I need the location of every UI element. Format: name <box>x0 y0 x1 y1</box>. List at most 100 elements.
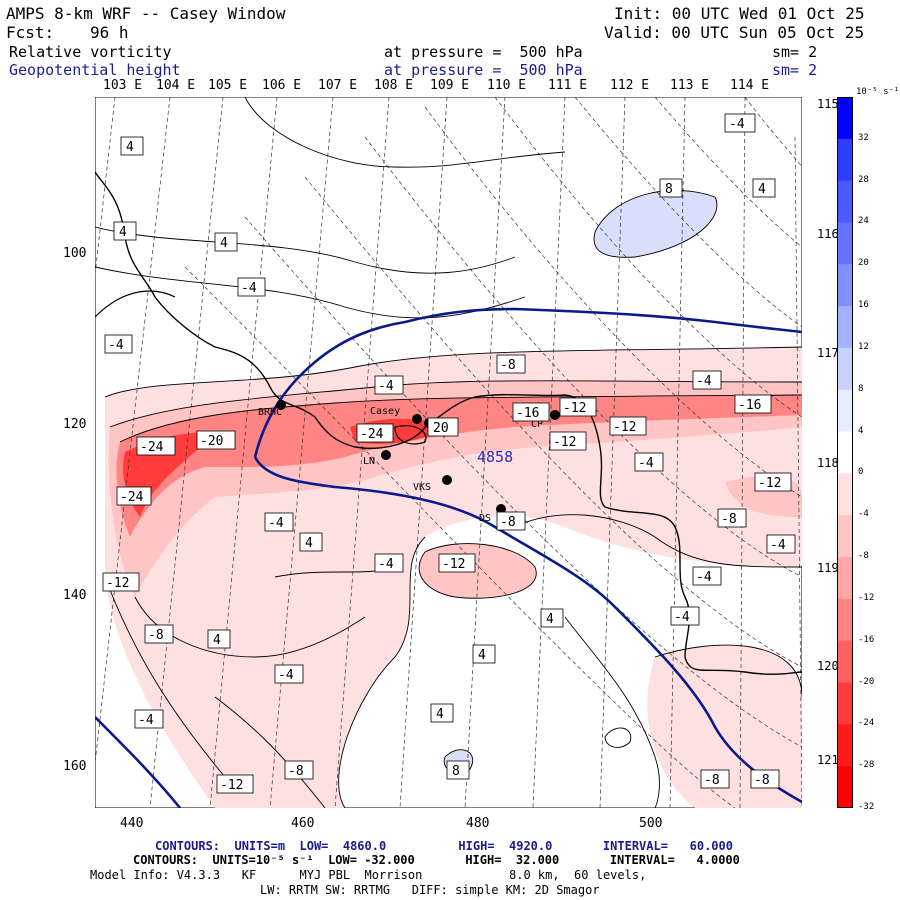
station-cp-marker <box>550 410 560 420</box>
latitude-grid <box>184 97 802 808</box>
svg-text:-4: -4 <box>138 713 154 728</box>
station-label: BRHC <box>258 407 282 418</box>
svg-text:-4: -4 <box>696 570 712 585</box>
y-tick-label: 120 <box>63 417 87 432</box>
longitude-grid <box>95 97 802 808</box>
svg-text:4: 4 <box>436 707 444 722</box>
colorbar-swatch <box>837 557 853 600</box>
vorticity-shading-light <box>647 645 802 808</box>
svg-text:4: 4 <box>546 612 554 627</box>
footer-model-info-2: LW: RRTM SW: RRTMG DIFF: simple KM: 2D S… <box>260 883 600 897</box>
contour-label: -12 <box>609 416 647 436</box>
svg-text:-12: -12 <box>106 576 129 591</box>
station-ds-marker <box>496 504 506 514</box>
station-label: VKS <box>413 482 431 493</box>
svg-text:-8: -8 <box>721 512 737 527</box>
lon-label: 113 E <box>670 78 710 93</box>
contour-label: -16 <box>734 394 772 414</box>
svg-text:-4: -4 <box>241 281 257 296</box>
svg-text:4: 4 <box>478 648 486 663</box>
contour-label: -4 <box>264 512 294 532</box>
colorbar-swatch <box>837 431 853 474</box>
colorbar-tick-label: 8 <box>858 383 864 394</box>
station-label: CP <box>531 419 543 430</box>
y-tick-label: 160 <box>63 759 87 774</box>
lon-label: 108 E <box>374 78 414 93</box>
footer-model-info: Model Info: V4.3.3 KF MYJ PBL Morrison 8… <box>90 868 647 882</box>
station-label: LN <box>363 456 375 467</box>
valid-time: Valid: 00 UTC Sun 05 Oct 25 <box>604 23 865 42</box>
contour-label: -8 <box>284 760 314 780</box>
station-ln-marker <box>381 450 391 460</box>
lon-label: 105 E <box>208 78 248 93</box>
map-title: AMPS 8-km WRF -- Casey Window <box>6 4 286 23</box>
contour-label: 4 <box>752 178 776 198</box>
contour-label: -20 <box>196 430 236 450</box>
vorticity-shading-strong <box>116 395 802 537</box>
colorbar-tick-label: -32 <box>858 802 875 812</box>
contour-label: -4 <box>670 606 700 626</box>
contour-label: -12 <box>102 572 140 592</box>
colorbar-swatch <box>837 180 853 223</box>
colorbar-tick-label: -28 <box>858 760 875 771</box>
svg-text:-4: -4 <box>696 374 712 389</box>
colorbar-tick-label: -16 <box>858 634 875 645</box>
x-tick-label: 440 <box>120 816 144 831</box>
contour-label: -4 <box>237 277 266 297</box>
field-1-smoothing: sm= 2 <box>772 43 818 61</box>
svg-text:-24: -24 <box>140 440 164 455</box>
contour-label: -12 <box>216 774 254 794</box>
lon-label: 114 E <box>730 78 770 93</box>
contour-label: 4 <box>214 232 238 252</box>
svg-text:-12: -12 <box>442 557 465 572</box>
contour-label: -4 <box>274 664 304 684</box>
svg-text:4: 4 <box>220 236 228 251</box>
colorbar-swatch <box>837 222 853 265</box>
contour-label: -8 <box>144 624 174 644</box>
contour-label: -4 <box>374 375 404 395</box>
station-label: DS <box>479 513 491 524</box>
field-2-pressure: at pressure = 500 hPa <box>384 61 583 79</box>
svg-text:20: 20 <box>433 421 449 436</box>
colorbar-swatch <box>837 766 853 808</box>
svg-text:-8: -8 <box>500 358 516 373</box>
colorbar-swatch <box>837 389 853 433</box>
colorbar-tick-label: 16 <box>858 300 869 311</box>
init-time: Init: 00 UTC Wed 01 Oct 25 <box>614 4 865 23</box>
colorbar-tick-label: -4 <box>858 509 869 520</box>
footer-vorticity-contours: CONTOURS: UNITS=10⁻⁵ s⁻¹ LOW= -32.000 HI… <box>133 853 740 867</box>
colorbar-swatch <box>837 515 853 558</box>
svg-text:-12: -12 <box>613 420 636 435</box>
lon-label: 109 E <box>430 78 470 93</box>
contour-label: -4 <box>374 553 404 573</box>
svg-text:-12: -12 <box>553 435 576 450</box>
lon-label: 111 E <box>548 78 588 93</box>
station-brhc-marker <box>276 400 286 410</box>
contour-label: -24 <box>356 423 394 443</box>
svg-text:-4: -4 <box>108 338 124 353</box>
colorbar-swatch <box>837 264 853 307</box>
station-label: Casey <box>370 406 400 417</box>
contour-label: -4 <box>766 534 796 554</box>
colorbar-tick-label: 28 <box>858 174 869 185</box>
svg-text:4: 4 <box>126 140 134 155</box>
svg-text:-12: -12 <box>220 778 243 793</box>
colorbar-swatch <box>837 682 853 725</box>
colorbar-tick-label: 32 <box>858 132 869 143</box>
colorbar-swatch <box>837 347 853 391</box>
station-vks-marker <box>442 475 452 485</box>
lon-label: 103 E <box>103 78 143 93</box>
contour-label: 20 <box>427 417 459 437</box>
colorbar-swatch <box>837 473 853 516</box>
field-1-name: Relative vorticity <box>9 43 172 61</box>
contour-label: -4 <box>724 113 756 133</box>
colorbar-swatch <box>837 138 853 182</box>
svg-text:-8: -8 <box>754 773 770 788</box>
geopotential-contour-4920 <box>253 456 802 804</box>
contour-label: -8 <box>700 769 730 789</box>
colorbar-frame <box>837 97 853 808</box>
svg-text:-4: -4 <box>278 668 294 683</box>
svg-text:4: 4 <box>305 536 313 551</box>
lon-label: 104 E <box>156 78 196 93</box>
contour-label: -12 <box>438 553 476 573</box>
